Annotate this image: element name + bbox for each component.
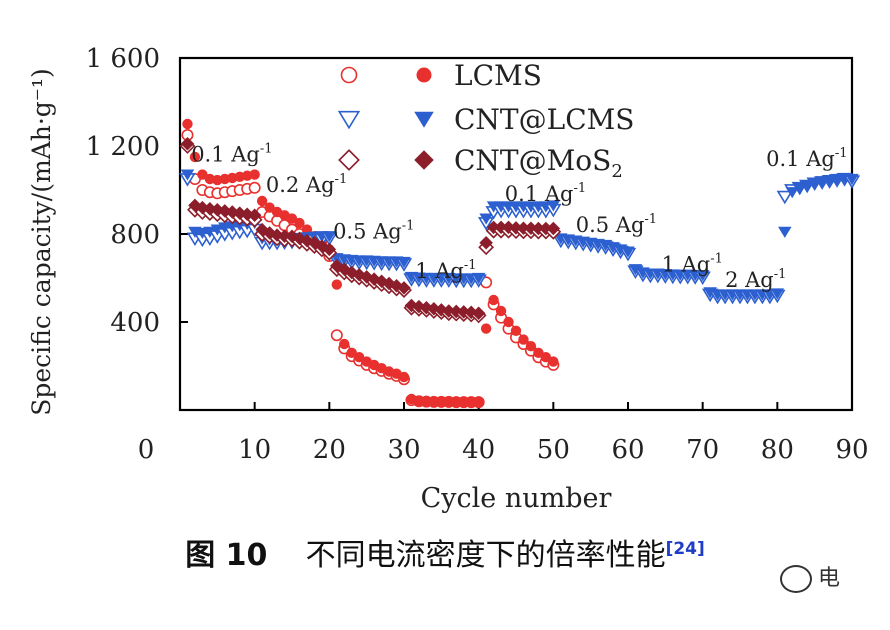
legend-label: LCMS	[454, 59, 542, 92]
rate-annotation: 1 Ag-1	[662, 251, 723, 276]
x-tick-label: 70	[686, 435, 719, 465]
x-tick-label: 90	[835, 435, 868, 465]
x-tick-label: 40	[462, 435, 495, 465]
data-point-filled	[695, 270, 710, 282]
data-point-filled	[539, 221, 553, 236]
rate-annotation: 0.5 Ag-1	[576, 212, 657, 237]
data-point-filled	[331, 279, 342, 290]
data-point-filled	[322, 242, 337, 257]
data-point-filled	[479, 236, 493, 250]
data-point-filled	[621, 246, 635, 258]
legend-marker-open	[340, 66, 358, 84]
x-tick-labels: 0 10 20 30 40 50 60 70 80 90	[138, 435, 869, 465]
data-point-filled	[785, 187, 800, 199]
data-point-filled	[471, 306, 486, 320]
data-point-filled	[225, 205, 240, 219]
x-tick-label: 10	[238, 435, 271, 465]
data-point-filled	[203, 201, 217, 216]
watermark: 电	[780, 560, 890, 610]
y-tick-label: 1 600	[86, 44, 160, 74]
data-point-filled	[548, 356, 559, 367]
rate-annotation: 0.1 Ag-1	[766, 146, 847, 171]
data-point-filled	[322, 231, 337, 243]
data-point-filled	[182, 118, 193, 130]
x-tick-label: 80	[761, 435, 794, 465]
caption-ref: [24]	[665, 539, 705, 559]
data-point-filled	[546, 221, 561, 236]
rate-annotation: 0.2 Ag-1	[266, 172, 347, 197]
watermark-text: 电	[818, 566, 841, 591]
data-point-filled	[524, 221, 538, 236]
data-point-filled	[546, 200, 561, 212]
rate-annotation: 2 Ag-1	[725, 267, 786, 292]
wechat-logo-icon	[780, 565, 812, 593]
data-point-filled	[495, 305, 507, 317]
data-point-filled	[256, 195, 268, 207]
data-point-filled	[845, 173, 859, 186]
data-point-filled	[473, 396, 484, 408]
data-point-filled	[203, 226, 217, 238]
data-point-open	[776, 190, 793, 205]
rate-annotation: 0.1 Ag-1	[191, 141, 272, 166]
data-point-filled	[210, 224, 225, 236]
data-point-filled	[479, 213, 493, 225]
legend-marker-open	[338, 149, 360, 171]
data-point-filled	[471, 272, 486, 285]
y-tick-label: 400	[110, 308, 160, 338]
legend-entry: LCMS	[340, 59, 542, 92]
data-point-filled	[180, 137, 195, 151]
y-axis-label: Specific capacity/(mAh·g⁻¹)	[27, 68, 56, 416]
legend-marker-filled	[414, 150, 434, 170]
data-point-filled	[247, 208, 262, 223]
data-point-filled	[516, 221, 531, 236]
data-point-filled	[518, 334, 529, 345]
x-tick-label: 50	[537, 435, 570, 465]
data-point-filled	[778, 226, 792, 238]
figure-caption: 图 10 不同电流密度下的倍率性能[24]	[0, 530, 890, 574]
data-point-filled	[339, 338, 350, 350]
rate-annotation: 1 Ag-1	[415, 258, 476, 283]
data-point-filled	[397, 256, 411, 269]
data-point-filled	[189, 151, 201, 163]
data-point-filled	[180, 169, 195, 181]
series-layer	[179, 118, 861, 409]
data-point-filled	[503, 316, 514, 328]
legend-marker-filled	[416, 67, 432, 83]
x-tick-label: 30	[387, 435, 420, 465]
data-point-filled	[510, 325, 522, 336]
data-point-filled	[294, 217, 305, 229]
data-point-filled	[397, 281, 411, 295]
series-cnt-mos2	[179, 137, 562, 324]
y-tick-labels: 400 800 1 200 1 600	[86, 44, 160, 338]
x-tick-label: 20	[313, 435, 346, 465]
legend-entry: CNT@MoS2	[338, 144, 623, 182]
data-point-open	[248, 181, 261, 194]
caption-text: 不同电流密度下的倍率性能	[305, 538, 666, 573]
data-point-filled	[525, 341, 537, 352]
legend-marker-open	[337, 110, 361, 130]
x-axis-label: Cycle number	[421, 483, 612, 514]
data-point-filled	[770, 288, 785, 300]
rate-annotation: 0.1 Ag-1	[505, 181, 586, 206]
legend: LCMS CNT@LCMS CNT@MoS2	[337, 59, 634, 182]
data-point-filled	[480, 323, 492, 334]
figure-label: 图 10	[185, 538, 268, 573]
series-cnt-lcms	[179, 169, 861, 305]
rate-annotation: 0.5 Ag-1	[333, 218, 414, 243]
data-point-open	[330, 329, 343, 342]
y-axis-label-text: Specific capacity/(mAh·g⁻¹)	[27, 68, 56, 416]
y-tick-label: 1 200	[86, 132, 160, 162]
data-point-filled	[488, 294, 499, 306]
legend-entry: CNT@LCMS	[337, 103, 634, 136]
legend-label: CNT@MoS2	[454, 144, 623, 182]
rate-annotations: 0.1 Ag-10.2 Ag-10.5 Ag-11 Ag-10.1 Ag-10.…	[191, 141, 847, 291]
legend-label: CNT@LCMS	[454, 103, 634, 136]
data-point-filled	[398, 371, 410, 383]
data-point-filled	[249, 169, 260, 180]
y-tick-label: 800	[110, 220, 160, 250]
legend-marker-filled	[414, 111, 434, 128]
x-tick-label: 0	[138, 435, 155, 465]
x-tick-label: 60	[611, 435, 644, 465]
